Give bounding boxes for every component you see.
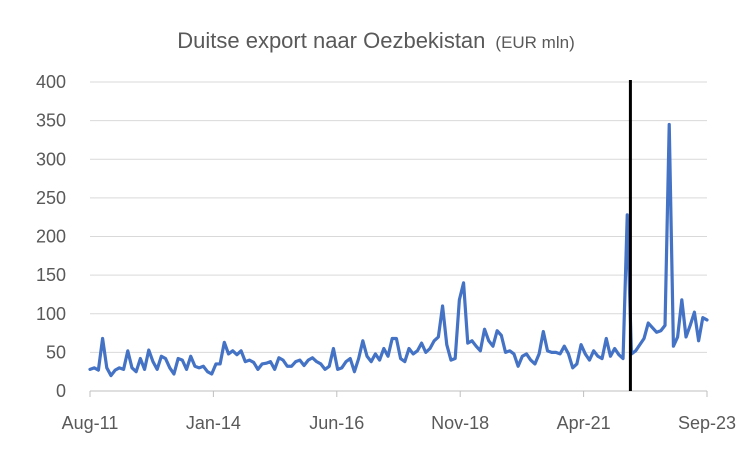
- y-tick-label: 200: [36, 227, 66, 247]
- y-tick-label: 400: [36, 72, 66, 92]
- y-tick-label: 350: [36, 111, 66, 131]
- series-line-0: [88, 122, 709, 378]
- series-layer: [88, 122, 709, 378]
- y-tick-label: 300: [36, 149, 66, 169]
- x-tick-label: Sep-23: [678, 413, 736, 433]
- chart-title-main: Duitse export naar Oezbekistan: [177, 28, 485, 53]
- chart-title: Duitse export naar Oezbekistan (EUR mln): [177, 28, 575, 53]
- gridlines: [90, 81, 707, 392]
- x-tick-label: Jan-14: [186, 413, 241, 433]
- x-tick-label: Apr-21: [557, 413, 611, 433]
- y-tick-label: 150: [36, 265, 66, 285]
- y-tick-label: 0: [56, 381, 66, 401]
- y-tick-label: 100: [36, 304, 66, 324]
- y-axis-ticks: 0 50 100 150 200 250 300 350 400: [36, 72, 66, 401]
- y-tick-label: 50: [46, 342, 66, 362]
- x-tick-label: Nov-18: [431, 413, 489, 433]
- x-tick-label: Jun-16: [309, 413, 364, 433]
- chart-title-unit: (EUR mln): [495, 33, 574, 52]
- x-axis-ticks: Aug-11 Jan-14 Jun-16 Nov-18 Apr-21 Sep-23: [62, 391, 736, 433]
- y-tick-label: 250: [36, 188, 66, 208]
- x-tick-label: Aug-11: [62, 413, 119, 433]
